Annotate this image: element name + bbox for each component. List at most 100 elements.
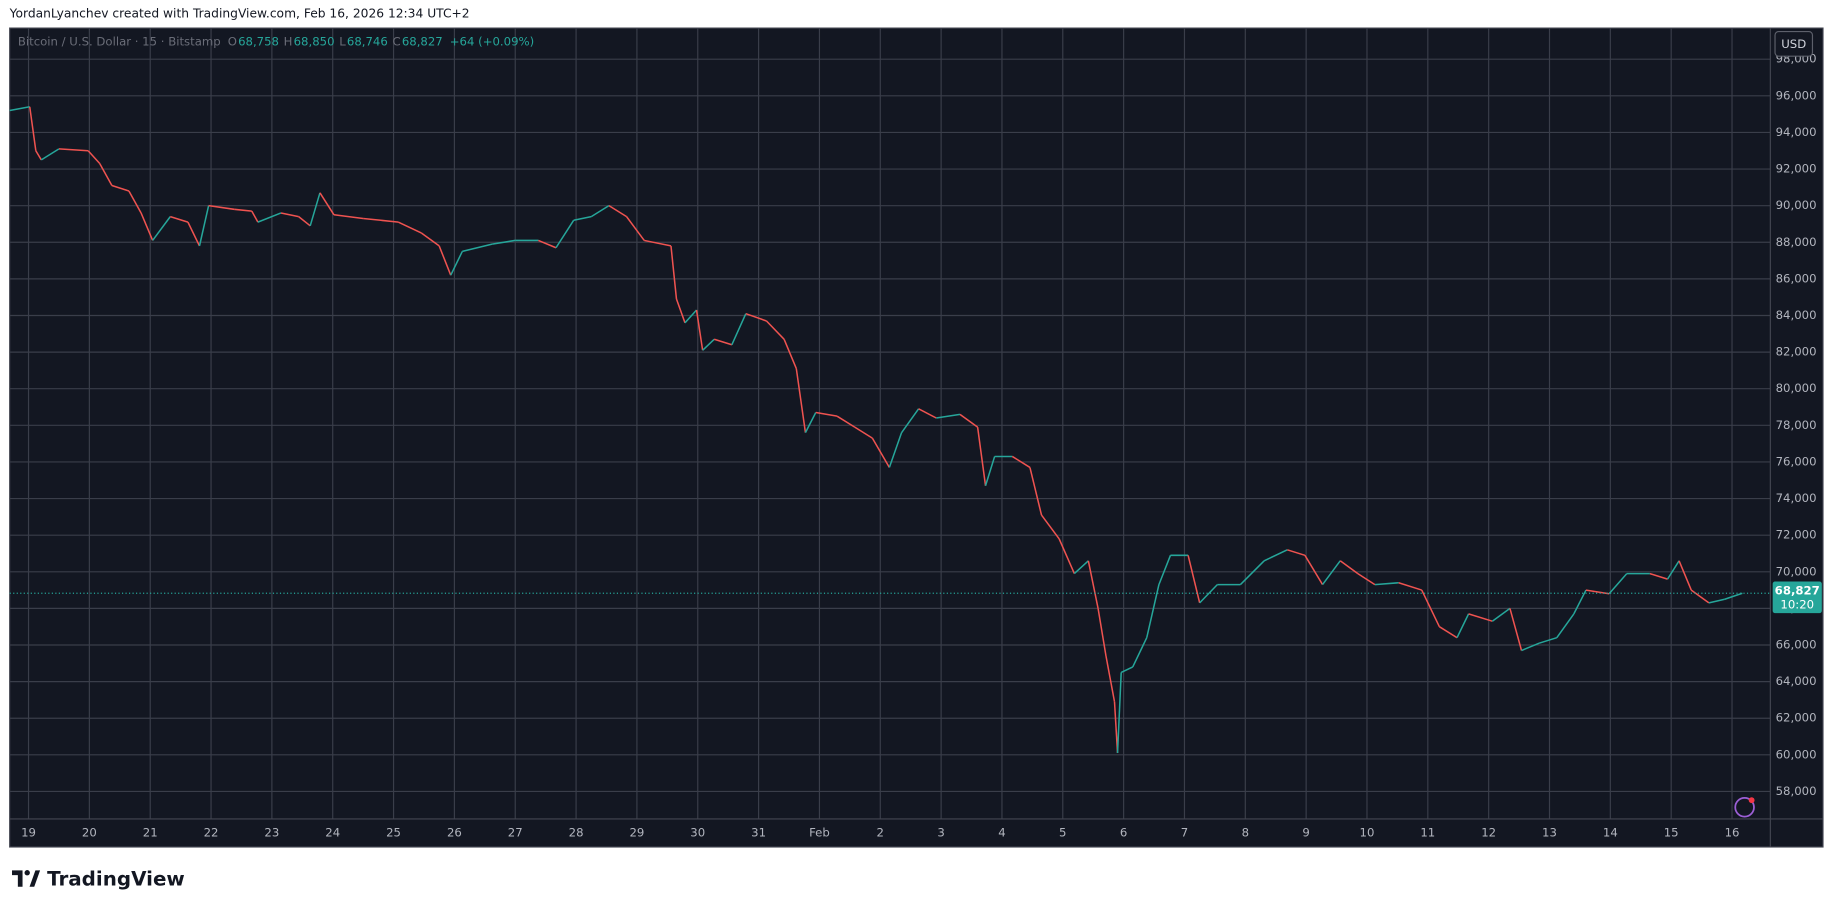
price-segment	[257, 212, 282, 223]
y-tick-label: 96,000	[1776, 88, 1817, 102]
x-tick-label: 3	[937, 825, 944, 839]
x-tick-label: 19	[21, 825, 36, 839]
price-segment	[1649, 572, 1668, 580]
price-segment	[438, 245, 452, 276]
price-segment	[1287, 549, 1306, 557]
price-segment	[1538, 636, 1558, 644]
price-segment	[1132, 637, 1148, 668]
price-segment	[1146, 584, 1160, 638]
y-tick-label: 84,000	[1776, 308, 1817, 322]
y-tick-label: 58,000	[1776, 784, 1817, 798]
x-tick-label: 21	[143, 825, 158, 839]
price-segment	[713, 338, 733, 346]
x-tick-label: 30	[690, 825, 705, 839]
price-segment	[1011, 455, 1031, 469]
logo-mark-dot	[24, 870, 30, 876]
ohlc-key: C	[392, 35, 400, 49]
price-segment	[644, 239, 672, 247]
x-tick-label: 12	[1481, 825, 1496, 839]
price-segment	[959, 413, 979, 428]
price-segment	[1116, 672, 1122, 754]
price-segment	[555, 219, 575, 249]
x-tick-label: 8	[1242, 825, 1249, 839]
y-tick-label: 80,000	[1776, 381, 1817, 395]
price-segment	[333, 214, 364, 220]
x-tick-label: 22	[204, 825, 219, 839]
price-segment	[1158, 555, 1172, 585]
price-segment	[99, 163, 113, 186]
y-tick-label: 94,000	[1776, 125, 1817, 139]
x-tick-label: 31	[751, 825, 766, 839]
price-segment	[1456, 613, 1470, 639]
ohlc-key: H	[284, 35, 293, 49]
price-segment	[684, 309, 698, 324]
price-segment	[783, 338, 798, 369]
price-segment	[1666, 560, 1680, 580]
price-segment	[1468, 613, 1493, 622]
price-segment	[538, 239, 557, 249]
currency-button[interactable]	[1774, 31, 1814, 57]
price-segment	[765, 320, 785, 340]
ohlc-value: 68,850	[294, 35, 335, 49]
price-segment	[87, 150, 101, 165]
change-label: +64 (+0.09%)	[450, 35, 534, 49]
icon-dot	[1748, 797, 1755, 804]
x-tick-label: 23	[264, 825, 279, 839]
y-tick-label: 60,000	[1776, 747, 1817, 761]
price-segment	[1105, 655, 1116, 702]
price-segment	[1058, 538, 1076, 574]
x-tick-label: 28	[569, 825, 584, 839]
x-tick-label: 26	[447, 825, 462, 839]
price-segment	[675, 298, 686, 324]
price-segment	[40, 148, 60, 161]
x-tick-label: 29	[629, 825, 644, 839]
y-tick-label: 90,000	[1776, 198, 1817, 212]
y-tick-label: 64,000	[1776, 674, 1817, 688]
x-tick-label: 25	[386, 825, 401, 839]
x-tick-label: 14	[1603, 825, 1618, 839]
x-tick-label: 2	[877, 825, 884, 839]
price-segment	[492, 239, 516, 245]
ohlc-key: O	[228, 35, 237, 49]
price-segment	[1374, 582, 1399, 586]
price-segment	[590, 205, 610, 218]
x-tick-label: 11	[1420, 825, 1435, 839]
y-tick-label: 62,000	[1776, 711, 1817, 725]
price-segment	[1398, 582, 1422, 591]
ohlc-value: 68,758	[238, 35, 279, 49]
price-segment	[1073, 560, 1089, 575]
price-segment	[280, 212, 299, 218]
y-tick-label: 82,000	[1776, 345, 1817, 359]
x-tick-label: 20	[82, 825, 97, 839]
y-tick-label: 74,000	[1776, 491, 1817, 505]
chart-panel	[9, 27, 1824, 848]
price-segment	[152, 216, 171, 241]
price-segment	[695, 309, 704, 351]
ohlc-key: L	[339, 35, 346, 49]
x-tick-label: 27	[508, 825, 523, 839]
price-segment	[871, 437, 891, 468]
price-segment	[795, 368, 807, 433]
x-tick-label: 24	[325, 825, 340, 839]
price-segment	[608, 205, 627, 218]
price-segment	[58, 148, 89, 152]
price-segment	[1608, 573, 1628, 595]
price-segment	[9, 106, 30, 112]
logo-mark	[12, 870, 23, 887]
price-segment	[1708, 598, 1725, 604]
y-tick-label: 92,000	[1776, 162, 1817, 176]
price-segment	[462, 243, 493, 253]
price-segment	[187, 221, 201, 247]
price-segment	[1690, 589, 1710, 604]
brand: TradingView	[47, 867, 185, 890]
price-segment	[251, 210, 259, 223]
price-segment	[1438, 626, 1458, 639]
price-segment	[140, 212, 154, 241]
price-segment	[298, 216, 311, 227]
price-segment	[815, 411, 838, 417]
currency-label[interactable]: USD	[1781, 37, 1806, 51]
ohlc-value: 68,827	[402, 35, 443, 49]
logo-mark-slash	[29, 870, 41, 887]
price-segment	[745, 312, 767, 322]
